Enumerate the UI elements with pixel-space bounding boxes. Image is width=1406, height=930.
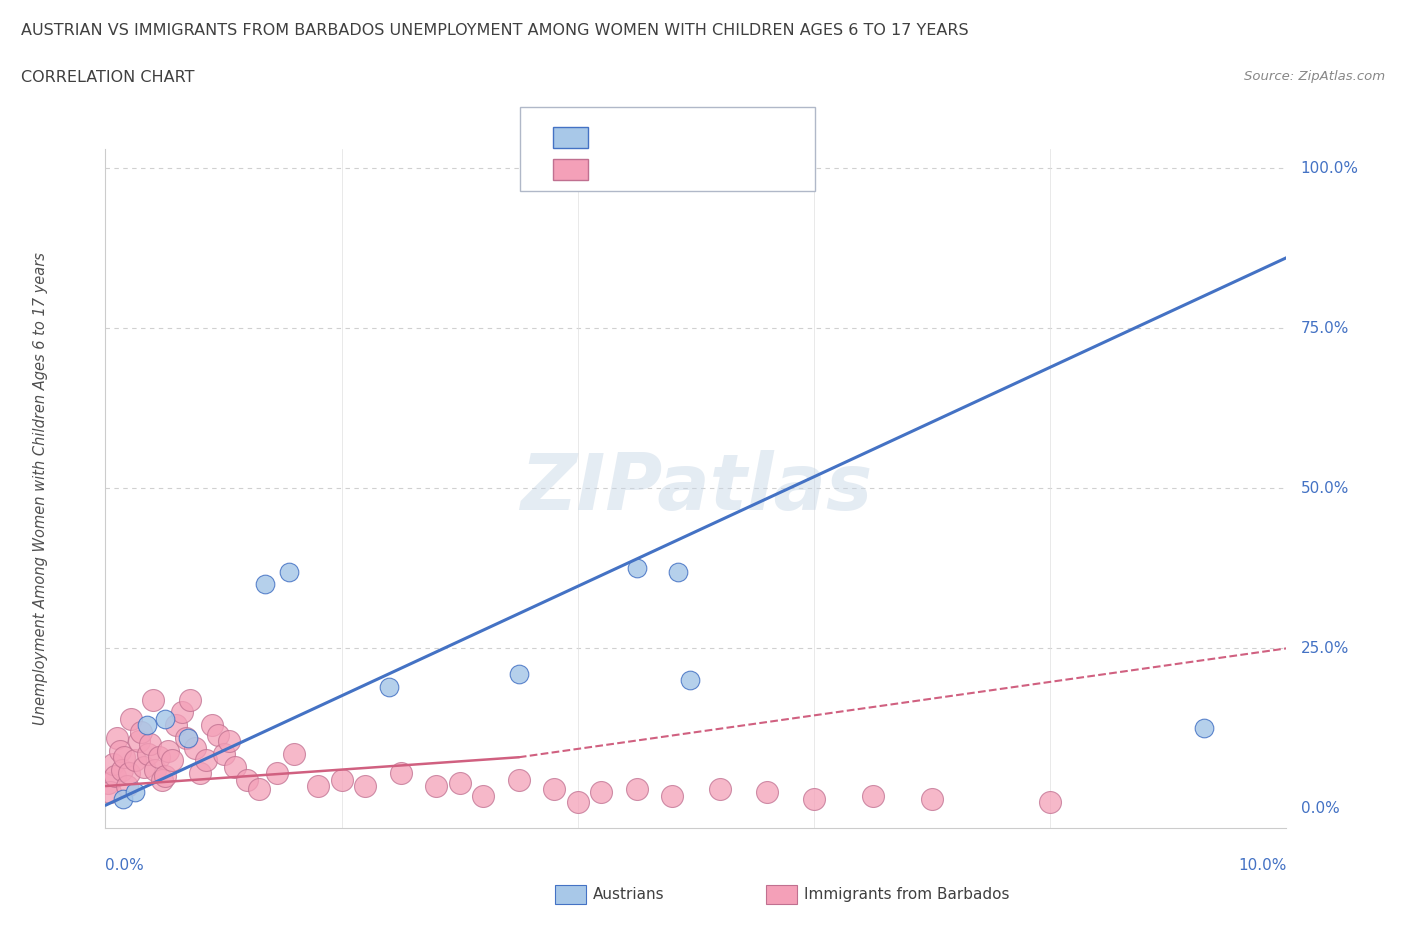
Point xyxy=(124,785,146,800)
Point xyxy=(803,791,825,806)
Point xyxy=(543,782,565,797)
Point xyxy=(212,747,235,762)
Text: AUSTRIAN VS IMMIGRANTS FROM BARBADOS UNEMPLOYMENT AMONG WOMEN WITH CHILDREN AGES: AUSTRIAN VS IMMIGRANTS FROM BARBADOS UNE… xyxy=(21,23,969,38)
Point xyxy=(307,778,329,793)
Point xyxy=(160,753,183,768)
Point xyxy=(389,765,412,780)
Point xyxy=(666,565,689,579)
Point xyxy=(136,747,159,762)
Point xyxy=(709,782,731,797)
Text: Unemployment Among Women with Children Ages 6 to 17 years: Unemployment Among Women with Children A… xyxy=(32,252,48,724)
Point xyxy=(124,753,146,768)
Point xyxy=(115,778,138,793)
Point xyxy=(755,785,778,800)
Point xyxy=(247,782,270,797)
Text: 0.0%: 0.0% xyxy=(105,858,145,873)
Point xyxy=(330,772,353,787)
Point xyxy=(179,692,201,707)
Text: 75.0%: 75.0% xyxy=(1301,321,1348,336)
Point xyxy=(224,760,246,775)
Point xyxy=(174,731,197,746)
Text: 50.0%: 50.0% xyxy=(1301,481,1348,496)
Point xyxy=(165,718,187,733)
Text: 0.0%: 0.0% xyxy=(1301,801,1340,816)
Point xyxy=(626,782,648,797)
Point xyxy=(105,731,128,746)
Point xyxy=(236,772,259,787)
Point xyxy=(150,772,173,787)
Point xyxy=(153,711,176,726)
Point xyxy=(862,789,884,804)
Point xyxy=(354,778,377,793)
Point xyxy=(679,673,702,688)
Point xyxy=(591,785,613,800)
Point xyxy=(207,727,229,742)
Point xyxy=(218,734,240,749)
Point xyxy=(1039,794,1062,809)
Point xyxy=(97,776,120,790)
Point xyxy=(142,692,165,707)
Point xyxy=(172,705,194,720)
Point xyxy=(148,750,170,764)
Text: Austrians: Austrians xyxy=(593,887,665,902)
Point xyxy=(921,791,943,806)
Text: 10.0%: 10.0% xyxy=(1239,858,1286,873)
Point xyxy=(508,772,530,787)
Text: 25.0%: 25.0% xyxy=(1301,641,1348,656)
Point xyxy=(661,789,683,804)
Point xyxy=(378,679,401,694)
Point xyxy=(135,718,157,733)
Point xyxy=(277,565,299,579)
Point xyxy=(194,753,217,768)
Point xyxy=(188,765,211,780)
Text: Source: ZipAtlas.com: Source: ZipAtlas.com xyxy=(1244,70,1385,83)
Point xyxy=(626,561,648,576)
Point xyxy=(108,743,131,758)
Text: Immigrants from Barbados: Immigrants from Barbados xyxy=(804,887,1010,902)
Point xyxy=(449,776,471,790)
Point xyxy=(266,765,288,780)
Point xyxy=(104,769,127,784)
Point xyxy=(425,778,447,793)
Text: CORRELATION CHART: CORRELATION CHART xyxy=(21,70,194,85)
Point xyxy=(139,737,162,751)
Point xyxy=(472,789,495,804)
Point xyxy=(1192,721,1215,736)
Point xyxy=(283,747,305,762)
Point xyxy=(111,763,134,777)
Point xyxy=(129,724,152,739)
Point xyxy=(118,765,141,780)
Point xyxy=(253,577,276,591)
Point xyxy=(177,731,200,746)
Point xyxy=(567,794,589,809)
Point xyxy=(128,734,150,749)
Point xyxy=(201,718,224,733)
Point xyxy=(143,763,166,777)
Point xyxy=(184,740,207,755)
Text: R =  0.114   N = 59: R = 0.114 N = 59 xyxy=(605,161,796,179)
Point xyxy=(153,769,176,784)
Text: ZIPatlas: ZIPatlas xyxy=(520,450,872,526)
Point xyxy=(101,756,124,771)
Point xyxy=(120,711,142,726)
Point xyxy=(98,785,121,800)
Text: R = 0.540   N = 13: R = 0.540 N = 13 xyxy=(605,128,789,147)
Point xyxy=(134,760,156,775)
Text: 100.0%: 100.0% xyxy=(1301,161,1358,176)
Point xyxy=(157,743,180,758)
Point xyxy=(508,667,530,682)
Point xyxy=(112,750,135,764)
Point xyxy=(112,791,135,806)
